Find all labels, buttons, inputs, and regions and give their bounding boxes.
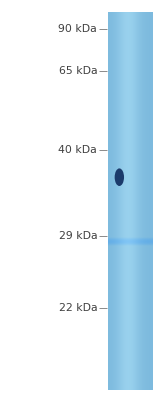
Text: 90 kDa: 90 kDa	[58, 24, 97, 34]
Text: 65 kDa: 65 kDa	[58, 66, 97, 76]
Text: 29 kDa: 29 kDa	[58, 231, 97, 241]
Text: 40 kDa: 40 kDa	[58, 145, 97, 155]
Text: 22 kDa: 22 kDa	[58, 303, 97, 313]
Ellipse shape	[115, 168, 124, 186]
